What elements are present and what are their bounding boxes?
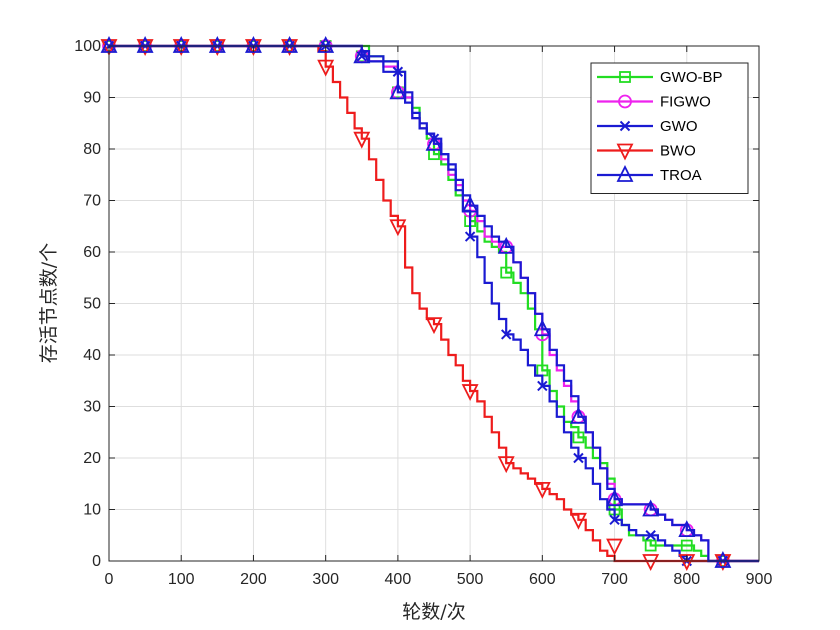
data-point-marker [425, 133, 443, 151]
series-line [109, 44, 759, 563]
data-point-marker [497, 456, 515, 474]
y-tick-label: 30 [83, 399, 101, 416]
x-axis-title: 轮数/次 [402, 601, 465, 623]
data-point-marker [645, 530, 656, 541]
legend-label: TROA [660, 167, 702, 184]
data-point-marker [389, 219, 407, 237]
data-point-marker-stroke [573, 452, 584, 464]
x-tick-label: 500 [457, 571, 484, 588]
y-tick-label: 20 [83, 450, 101, 467]
data-point-marker [533, 319, 551, 337]
data-point-marker [714, 550, 732, 568]
data-point-marker-stroke [645, 530, 656, 541]
y-tick-label: 10 [83, 502, 101, 519]
data-point-marker [353, 131, 371, 149]
data-point-marker [642, 554, 660, 572]
data-point-marker-stroke [464, 231, 476, 242]
x-tick-label: 100 [168, 571, 195, 588]
legend-entry: GWO-BP [597, 69, 723, 86]
data-point-marker [572, 431, 585, 444]
data-point-marker [642, 499, 660, 517]
data-point-marker-stroke [537, 380, 548, 392]
x-tick-label: 900 [746, 571, 773, 588]
y-tick-label: 80 [83, 141, 101, 158]
data-point-marker [680, 539, 693, 552]
data-point-marker [606, 489, 624, 507]
data-point-marker [136, 35, 154, 53]
legend-entry: FIGWO [597, 94, 711, 111]
legend-marker [619, 120, 631, 132]
axis-ticks: 0 100 200 300 400 500 600 700 800 900 0 10 20 30 40 50 6… [74, 38, 772, 588]
data-point-marker [678, 520, 696, 537]
x-tick-label: 0 [105, 571, 114, 588]
data-point-marker [501, 329, 512, 340]
data-point-marker [461, 384, 479, 402]
data-point-marker [464, 231, 476, 242]
data-point-marker [389, 82, 407, 100]
legend-label: GWO [660, 118, 698, 135]
data-point-marker [573, 452, 584, 464]
y-tick-label: 0 [92, 553, 101, 570]
x-tick-label: 600 [529, 571, 556, 588]
legend-marker [616, 143, 634, 161]
legend-marker [616, 164, 634, 182]
data-point-marker-stroke [609, 514, 620, 526]
data-point-marker [461, 195, 479, 213]
data-point-marker [317, 59, 335, 77]
data-point-marker [353, 46, 371, 64]
data-point-marker [425, 317, 443, 335]
data-point-marker-stroke [501, 329, 512, 340]
legend-marker [619, 71, 631, 83]
legend-label: FIGWO [660, 94, 711, 111]
legend: GWO-BP FIGWO GWO BWO TROA [590, 62, 749, 194]
data-point-marker [537, 380, 548, 392]
legend-label: BWO [660, 143, 696, 160]
data-point-marker [644, 539, 657, 552]
x-tick-label: 700 [601, 571, 628, 588]
data-point-marker [606, 538, 624, 556]
y-tick-label: 90 [83, 90, 101, 107]
series-layer [100, 35, 759, 572]
y-tick-label: 40 [83, 347, 101, 364]
legend-marker-stroke [619, 120, 631, 132]
data-point-marker [208, 35, 226, 53]
y-tick-label: 100 [74, 38, 101, 55]
legend-marker [618, 94, 632, 109]
series-troa [100, 35, 759, 568]
data-point-marker [533, 482, 551, 499]
legend-label: GWO-BP [660, 69, 723, 86]
data-point-marker [569, 406, 587, 424]
x-tick-label: 200 [240, 571, 267, 588]
data-point-marker [497, 236, 515, 254]
data-point-marker [500, 266, 513, 279]
y-axis-title: 存活节点数/个 [38, 243, 60, 363]
y-tick-label: 50 [83, 296, 101, 313]
legend-box [590, 62, 749, 194]
series-line [109, 44, 759, 563]
data-point-marker [569, 512, 587, 530]
data-point-marker [281, 35, 299, 53]
x-tick-label: 400 [385, 571, 412, 588]
x-tick-label: 800 [673, 571, 700, 588]
data-point-marker [609, 514, 620, 526]
legend-entry: TROA [597, 164, 702, 184]
y-tick-label: 70 [83, 193, 101, 210]
legend-entry: GWO [597, 118, 698, 135]
y-tick-label: 60 [83, 244, 101, 261]
x-tick-label: 300 [312, 571, 339, 588]
legend-entry: BWO [597, 143, 696, 161]
series-line [109, 44, 759, 563]
